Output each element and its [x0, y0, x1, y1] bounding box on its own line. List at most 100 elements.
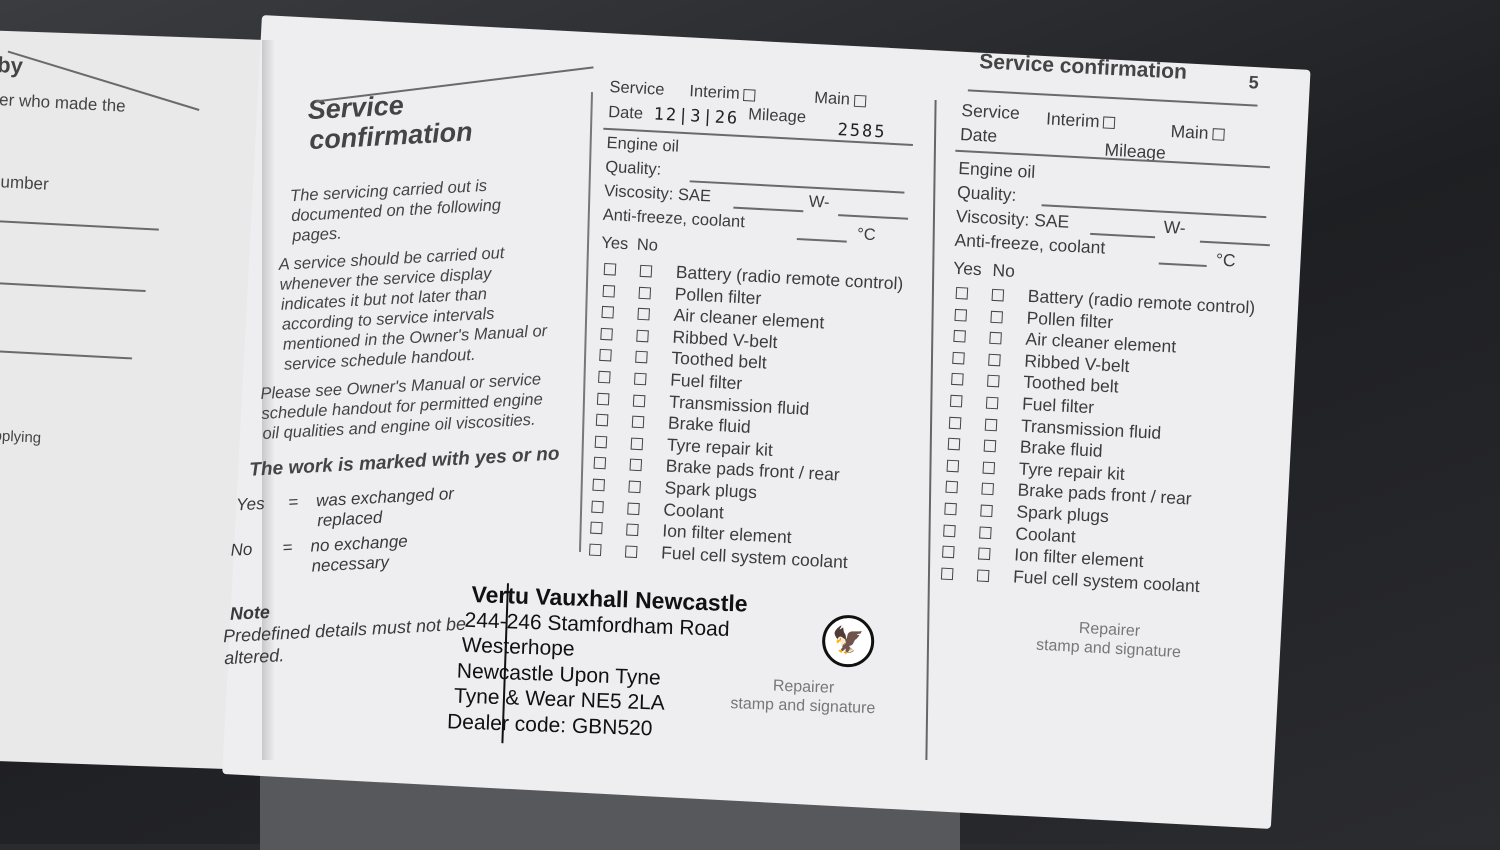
no-checkbox[interactable]: [990, 310, 1004, 324]
checklist: Battery (radio remote control) Pollen fil…: [937, 282, 1262, 600]
intro-column: Service confirmation The servicing carrie…: [215, 66, 594, 668]
service-form-2: Service Interim Main Date Mileage Engine…: [933, 100, 1271, 666]
no-header: No: [992, 259, 1016, 281]
sae-label: SAE: [1033, 209, 1070, 232]
service-label: Service: [960, 100, 1021, 124]
no-checkbox[interactable]: [985, 396, 999, 410]
no-checkbox[interactable]: [626, 523, 639, 537]
no-checkbox[interactable]: [982, 461, 996, 474]
yes-label: Yes: [235, 493, 266, 515]
yes-checkbox[interactable]: [954, 308, 968, 322]
no-label: No: [230, 539, 253, 560]
yes-checkbox[interactable]: [599, 349, 612, 362]
yes-checkbox[interactable]: [600, 327, 613, 341]
yes-checkbox[interactable]: [944, 502, 957, 516]
no-checkbox[interactable]: [633, 372, 647, 386]
left-fragment: number: [0, 171, 50, 194]
no-checkbox[interactable]: [979, 526, 992, 539]
intro-marked: The work is marked with yes or no: [248, 443, 560, 481]
no-checkbox[interactable]: [639, 264, 653, 278]
yes-checkbox[interactable]: [603, 262, 617, 276]
sae-field[interactable]: [733, 206, 804, 213]
quality-label: Quality:: [956, 181, 1017, 205]
checklist: Battery (radio remote control) Pollen fil…: [585, 258, 910, 576]
interim-checkbox[interactable]: [1103, 116, 1116, 130]
service-label: Service: [609, 78, 665, 99]
celsius-label: °C: [856, 225, 877, 245]
no-checkbox[interactable]: [628, 480, 641, 494]
antifreeze-field[interactable]: [1158, 262, 1207, 268]
yes-checkbox[interactable]: [946, 459, 960, 473]
yes-checkbox[interactable]: [948, 416, 962, 429]
no-checkbox[interactable]: [989, 331, 1002, 345]
yes-checkbox[interactable]: [591, 500, 604, 513]
no-checkbox[interactable]: [632, 394, 646, 407]
yes-checkbox[interactable]: [955, 286, 969, 300]
viscosity-label: Viscosity:: [603, 181, 674, 204]
yes-checkbox[interactable]: [952, 351, 965, 365]
celsius-label: °C: [1215, 249, 1237, 271]
no-checkbox[interactable]: [983, 439, 997, 453]
no-checkbox[interactable]: [635, 351, 648, 364]
service-form-1: Service Interim Main Date 12|3|26 Mileag…: [585, 78, 920, 576]
no-checkbox[interactable]: [976, 569, 990, 582]
yes-checkbox[interactable]: [595, 413, 609, 427]
yes-checkbox[interactable]: [602, 284, 616, 298]
no-checkbox[interactable]: [638, 286, 652, 300]
no-checkbox[interactable]: [980, 504, 993, 518]
equals: =: [287, 492, 299, 512]
no-text: no exchange necessary: [309, 531, 409, 576]
no-checkbox[interactable]: [977, 547, 991, 561]
yes-checkbox[interactable]: [594, 435, 608, 449]
no-checkbox[interactable]: [987, 375, 1000, 388]
no-checkbox[interactable]: [629, 458, 643, 472]
yes-checkbox[interactable]: [596, 392, 610, 405]
no-checkbox[interactable]: [624, 545, 638, 558]
yes-checkbox[interactable]: [947, 437, 961, 451]
yes-checkbox[interactable]: [590, 521, 603, 535]
main-checkbox[interactable]: [853, 94, 867, 108]
no-checkbox[interactable]: [988, 353, 1001, 367]
yes-checkbox[interactable]: [593, 457, 607, 470]
date-label: Date: [959, 123, 998, 146]
no-checkbox[interactable]: [630, 437, 644, 450]
yes-checkbox[interactable]: [942, 545, 955, 559]
viscosity-label: Viscosity:: [955, 205, 1030, 230]
yes-text: was exchanged or replaced: [315, 484, 455, 531]
intro-title: Service confirmation: [306, 90, 474, 156]
quality-label: Quality:: [604, 157, 662, 179]
no-checkbox[interactable]: [637, 307, 650, 321]
checklist-item-label: Coolant: [1014, 522, 1077, 547]
yes-checkbox[interactable]: [598, 370, 611, 384]
antifreeze-field[interactable]: [796, 237, 847, 243]
yes-checkbox[interactable]: [951, 373, 964, 386]
no-checkbox[interactable]: [636, 329, 649, 343]
no-checkbox[interactable]: [991, 288, 1005, 302]
intro-p1: The servicing carried out is documented …: [289, 176, 502, 246]
mileage-value[interactable]: 2585: [837, 119, 888, 143]
yes-checkbox[interactable]: [943, 524, 956, 537]
intro-p2: A service should be carried out whenever…: [278, 244, 548, 374]
yes-header: Yes: [952, 257, 983, 280]
mileage-label: Mileage: [747, 105, 807, 127]
yes-checkbox[interactable]: [949, 394, 963, 408]
date-value[interactable]: 12|3|26: [653, 104, 740, 129]
booklet-spine: [262, 40, 276, 760]
yes-checkbox[interactable]: [953, 330, 966, 343]
no-checkbox[interactable]: [631, 415, 645, 429]
no-checkbox[interactable]: [981, 482, 994, 496]
no-checkbox[interactable]: [984, 418, 998, 431]
no-checkbox[interactable]: [627, 502, 640, 515]
yes-checkbox[interactable]: [588, 543, 602, 556]
checklist-item-label: Fuel filter: [669, 369, 743, 394]
equals: =: [282, 537, 293, 558]
interim-label: Interim: [1045, 108, 1101, 132]
dealer-stamp: Vertu Vauxhall Newcastle 244-246 Stamfor…: [447, 581, 892, 750]
yes-header: Yes: [600, 233, 629, 254]
yes-checkbox[interactable]: [601, 306, 615, 319]
no-header: No: [636, 235, 659, 255]
yes-checkbox[interactable]: [945, 481, 959, 494]
yes-checkbox[interactable]: [592, 478, 605, 492]
yes-checkbox[interactable]: [940, 567, 954, 580]
interim-checkbox[interactable]: [743, 88, 757, 102]
